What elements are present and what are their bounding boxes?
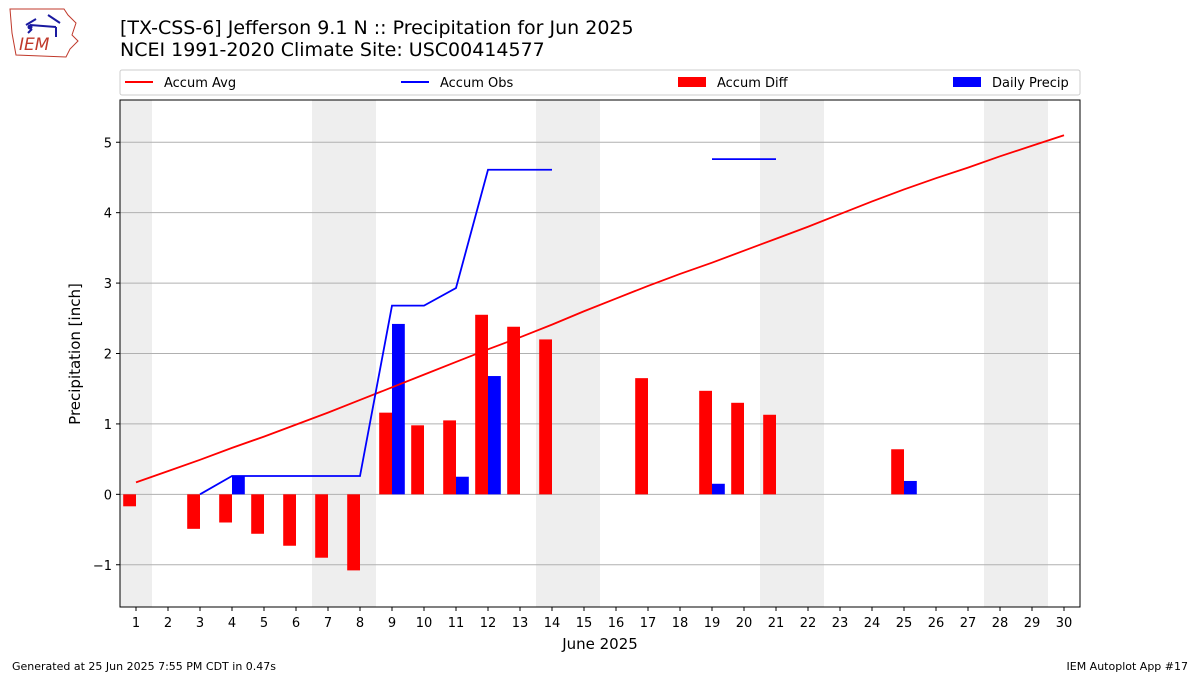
footer-app-text: IEM Autoplot App #17 [1066, 660, 1189, 673]
y-tick-label: 5 [104, 136, 112, 151]
x-tick-label: 28 [992, 616, 1009, 631]
x-tick-label: 2 [164, 616, 172, 631]
accum-diff-bar [443, 420, 456, 495]
daily-precip-bar [392, 323, 405, 495]
accum-diff-bar [699, 390, 712, 495]
x-tick-label: 1 [132, 616, 140, 631]
x-tick-label: 14 [544, 616, 561, 631]
bar-series [123, 314, 917, 571]
accum-diff-bar [891, 449, 904, 495]
y-tick-label: 1 [104, 418, 112, 433]
x-tick-label: 12 [480, 616, 497, 631]
accum-diff-bar [379, 412, 392, 495]
accum-diff-bar [123, 494, 136, 507]
chart-title-line2: NCEI 1991-2020 Climate Site: USC00414577 [120, 39, 545, 61]
legend-accum-diff-label: Accum Diff [717, 76, 789, 91]
y-tick-label: 2 [104, 348, 112, 363]
logo-text: IEM [19, 35, 50, 55]
accum-diff-bar [283, 494, 296, 546]
daily-precip-bar [904, 480, 917, 495]
accum-diff-bar [763, 414, 776, 495]
daily-precip-bar [488, 376, 501, 495]
y-tick-label: 0 [104, 488, 112, 503]
footer-generated-text: Generated at 25 Jun 2025 7:55 PM CDT in … [12, 660, 277, 673]
horizontal-gridlines [120, 141, 1080, 566]
y-axis-label: Precipitation [inch] [66, 283, 84, 425]
x-tick-label: 25 [896, 616, 913, 631]
x-tick-label: 26 [928, 616, 945, 631]
x-tick-label: 18 [672, 616, 689, 631]
x-tick-label: 29 [1024, 616, 1041, 631]
line-series [135, 134, 1065, 496]
y-tick-label: −1 [93, 559, 112, 574]
x-axis-label: June 2025 [561, 635, 638, 653]
legend-accum-diff-swatch [678, 77, 706, 87]
x-tick-label: 21 [768, 616, 785, 631]
accum-diff-bar [475, 314, 488, 495]
accum-diff-bar [347, 494, 360, 571]
legend-box [119, 69, 1081, 96]
chart-title: [TX-CSS-6] Jefferson 9.1 N :: Precipitat… [120, 17, 634, 61]
accum-diff-bar [411, 425, 424, 495]
iem-logo: IEM [8, 5, 80, 63]
x-tick-label: 5 [260, 616, 268, 631]
x-tick-label: 9 [388, 616, 396, 631]
x-tick-label: 6 [292, 616, 300, 631]
accum-diff-bar [635, 378, 648, 495]
accum-diff-bar [219, 494, 232, 523]
legend: Accum Avg Accum Obs Accum Diff Daily Pre… [119, 69, 1081, 96]
accum-obs-line [199, 168, 552, 496]
y-tick-label: 3 [104, 277, 112, 292]
daily-precip-bar [712, 483, 725, 495]
accum-diff-bar [251, 494, 264, 534]
y-tick-label: 4 [104, 207, 112, 222]
x-tick-label: 24 [864, 616, 881, 631]
legend-daily-precip-label: Daily Precip [992, 76, 1069, 91]
accum-diff-bar [315, 494, 328, 558]
x-tick-label: 23 [832, 616, 849, 631]
x-tick-label: 16 [608, 616, 625, 631]
chart-title-line1: [TX-CSS-6] Jefferson 9.1 N :: Precipitat… [120, 17, 634, 39]
accum-diff-bar [507, 326, 520, 495]
daily-precip-bar [232, 476, 245, 495]
legend-daily-precip-swatch [953, 77, 981, 87]
accum-avg-line [135, 134, 1065, 484]
accum-diff-bar [539, 339, 552, 495]
x-tick-label: 30 [1056, 616, 1073, 631]
iowa-map-logo-icon: IEM [9, 8, 79, 58]
x-axis-ticks: 1 2 3 4 5 6 7 8 9 10 11 12 13 14 15 16 17 18 19 20 21 22 23 24 2… [132, 607, 1072, 631]
accum-diff-bar [731, 402, 744, 495]
legend-accum-obs-label: Accum Obs [440, 76, 513, 91]
accum-diff-bar [187, 494, 200, 529]
legend-accum-avg-label: Accum Avg [164, 76, 236, 91]
x-tick-label: 20 [736, 616, 753, 631]
x-tick-label: 8 [356, 616, 364, 631]
x-tick-label: 22 [800, 616, 817, 631]
x-tick-label: 17 [640, 616, 657, 631]
x-tick-label: 11 [448, 616, 465, 631]
x-tick-label: 3 [196, 616, 204, 631]
daily-precip-bar [456, 476, 469, 495]
y-axis-ticks: −1 0 1 2 3 4 5 [93, 136, 120, 574]
x-tick-label: 19 [704, 616, 721, 631]
x-tick-label: 10 [416, 616, 433, 631]
x-tick-label: 13 [512, 616, 529, 631]
x-tick-label: 7 [324, 616, 332, 631]
x-tick-label: 4 [228, 616, 236, 631]
x-tick-label: 15 [576, 616, 593, 631]
x-tick-label: 27 [960, 616, 977, 631]
